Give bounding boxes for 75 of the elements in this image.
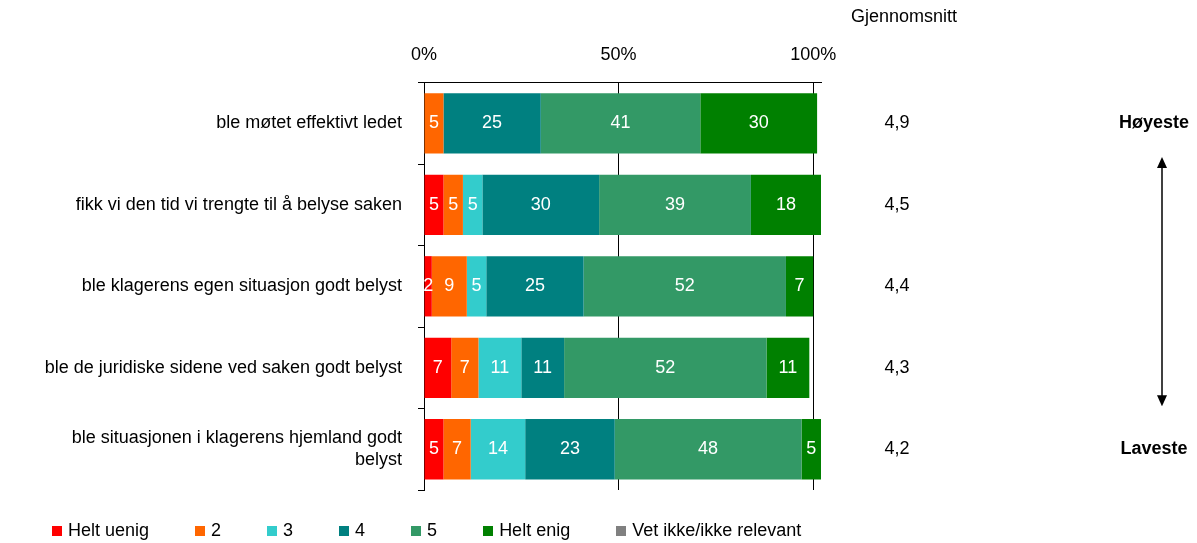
bar bbox=[443, 93, 541, 154]
data-label: 2 bbox=[423, 275, 434, 296]
y-tick-label: ble møtet effektivt ledet bbox=[216, 112, 402, 133]
data-label: 9 bbox=[444, 275, 455, 296]
bar bbox=[525, 419, 615, 480]
data-label: 30 bbox=[748, 112, 769, 133]
bar bbox=[466, 256, 487, 317]
data-label: 5 bbox=[448, 193, 459, 214]
data-label: 5 bbox=[806, 438, 817, 459]
y-tick-label: ble situasjonen i klagerens hjemland godt belyst bbox=[71, 427, 402, 470]
bar bbox=[540, 93, 701, 154]
bar bbox=[521, 337, 565, 398]
data-label: 30 bbox=[530, 193, 551, 214]
legend-label: 3 bbox=[283, 520, 294, 541]
bar bbox=[583, 256, 786, 317]
data-label: 11 bbox=[490, 356, 510, 377]
data-label: 25 bbox=[482, 112, 503, 133]
y-tick-label: fikk vi den tid vi trengte til å belyse saken bbox=[75, 193, 402, 214]
data-label: 25 bbox=[524, 275, 545, 296]
data-label: 52 bbox=[655, 356, 676, 377]
data-label: 48 bbox=[698, 438, 719, 459]
bar bbox=[785, 256, 814, 317]
bar bbox=[443, 174, 463, 235]
legend-label: Vet ikke/ikke relevant bbox=[632, 520, 802, 541]
bar bbox=[424, 337, 452, 398]
bar bbox=[564, 337, 767, 398]
bar bbox=[766, 337, 810, 398]
legend-label: 2 bbox=[211, 520, 222, 541]
x-tick-label: 0% bbox=[410, 43, 438, 64]
data-label: 18 bbox=[775, 193, 796, 214]
bar bbox=[482, 174, 600, 235]
data-label: 11 bbox=[533, 356, 553, 377]
bar bbox=[443, 419, 471, 480]
data-label: 23 bbox=[559, 438, 580, 459]
data-label: 39 bbox=[665, 193, 686, 214]
data-label: 5 bbox=[428, 193, 439, 214]
data-label: 11 bbox=[778, 356, 798, 377]
data-label: 7 bbox=[452, 438, 463, 459]
bar bbox=[750, 174, 821, 235]
bar bbox=[451, 337, 479, 398]
data-label: 5 bbox=[428, 438, 439, 459]
text: 4,9 bbox=[884, 112, 910, 133]
bar bbox=[599, 174, 751, 235]
x-tick-label: 50% bbox=[600, 43, 637, 64]
text: 4,2 bbox=[884, 438, 910, 459]
bar bbox=[431, 256, 467, 317]
data-label: 7 bbox=[459, 356, 470, 377]
bar bbox=[486, 256, 584, 317]
y-tick-label: ble klagerens egen situasjon godt belyst bbox=[81, 275, 402, 296]
text: 4,5 bbox=[884, 193, 910, 214]
y-tick-label: ble de juridiske sidene ved saken godt belyst bbox=[44, 356, 402, 377]
text: 4,4 bbox=[884, 275, 910, 296]
bar bbox=[478, 337, 522, 398]
data-label: 7 bbox=[432, 356, 443, 377]
x-tick-label: 100% bbox=[790, 43, 837, 64]
text: Laveste bbox=[1120, 438, 1188, 459]
bar bbox=[462, 174, 483, 235]
bar bbox=[614, 419, 802, 480]
bar bbox=[700, 93, 818, 154]
data-label: 52 bbox=[674, 275, 695, 296]
text: Gjennomsnitt bbox=[850, 5, 958, 26]
bar bbox=[801, 419, 821, 480]
bar bbox=[470, 419, 526, 480]
data-label: 41 bbox=[610, 112, 631, 133]
legend-label: 5 bbox=[427, 520, 438, 541]
text: Høyeste bbox=[1118, 112, 1190, 133]
data-label: 7 bbox=[794, 275, 805, 296]
text: 4,3 bbox=[884, 356, 910, 377]
legend-label: Helt uenig bbox=[68, 520, 150, 541]
data-label: 14 bbox=[487, 438, 508, 459]
data-label: 5 bbox=[467, 193, 478, 214]
legend-label: 4 bbox=[355, 520, 366, 541]
legend-label: Helt enig bbox=[499, 520, 571, 541]
data-label: 5 bbox=[428, 112, 439, 133]
data-label: 5 bbox=[471, 275, 482, 296]
